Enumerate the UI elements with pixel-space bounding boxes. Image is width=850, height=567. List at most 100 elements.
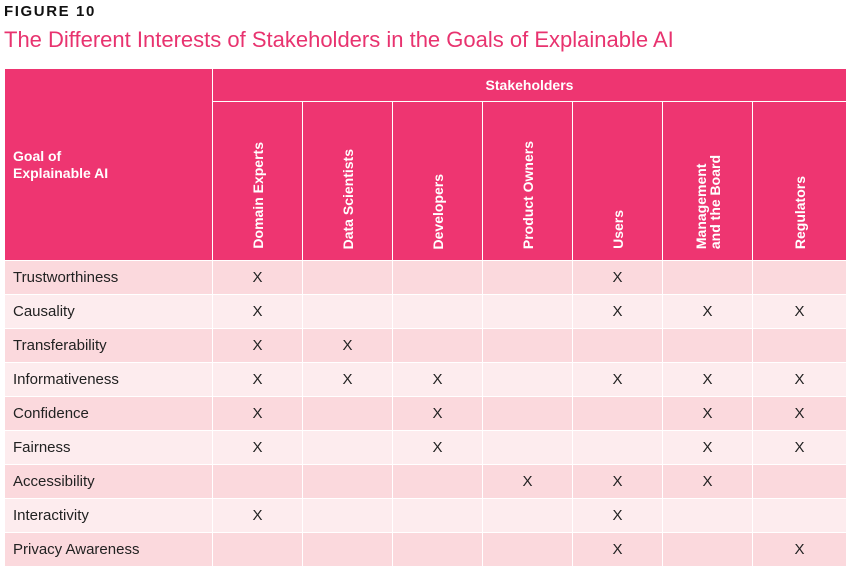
mark-cell — [392, 464, 483, 499]
mark-cell — [302, 430, 393, 465]
mark-cell — [751, 498, 848, 533]
mark-cell: X — [212, 328, 303, 363]
mark-cell: X — [751, 396, 848, 431]
mark-cell — [572, 328, 663, 363]
table-row: Causality X X X X — [4, 294, 848, 329]
mark-cell: X — [212, 498, 303, 533]
stakeholders-group-header: Stakeholders — [211, 68, 848, 102]
mark-cell — [302, 532, 393, 567]
mark-cell — [482, 498, 573, 533]
mark-cell — [302, 396, 393, 431]
table-row: Trustworthiness X X — [4, 260, 848, 295]
table-row: Transferability X X — [4, 328, 848, 363]
stakeholder-label: Regulators — [791, 175, 808, 249]
mark-cell: X — [751, 430, 848, 465]
mark-cell — [751, 464, 848, 499]
stakeholder-header-developers: Developers — [392, 101, 483, 261]
mark-cell — [392, 328, 483, 363]
mark-cell: X — [212, 260, 303, 295]
stakeholder-label: Management and the Board — [692, 154, 723, 249]
goal-cell: Fairness — [4, 430, 213, 465]
mark-cell — [482, 532, 573, 567]
mark-cell: X — [662, 362, 753, 397]
mark-cell: X — [662, 464, 753, 499]
goal-cell: Informativeness — [4, 362, 213, 397]
mark-cell — [302, 464, 393, 499]
mark-cell: X — [302, 328, 393, 363]
goal-column-header-text: Goal of Explainable AI — [13, 147, 109, 181]
mark-cell — [392, 294, 483, 329]
mark-cell — [662, 498, 753, 533]
mark-cell: X — [392, 362, 483, 397]
mark-cell: X — [572, 260, 663, 295]
mark-cell — [302, 498, 393, 533]
mark-cell — [392, 532, 483, 567]
mark-cell: X — [212, 362, 303, 397]
goal-cell: Trustworthiness — [4, 260, 213, 295]
stakeholder-header-product-owners: Product Owners — [482, 101, 573, 261]
mark-cell — [212, 532, 303, 567]
stakeholder-header-management: Management and the Board — [662, 101, 753, 261]
mark-cell: X — [662, 396, 753, 431]
mark-cell — [302, 260, 393, 295]
mark-cell — [212, 464, 303, 499]
stakeholder-label: Product Owners — [519, 140, 536, 249]
figure-label: FIGURE 10 — [4, 3, 96, 20]
stakeholder-label: Users — [609, 210, 626, 249]
mark-cell — [751, 328, 848, 363]
mark-cell: X — [302, 362, 393, 397]
mark-cell: X — [212, 294, 303, 329]
mark-cell: X — [751, 532, 848, 567]
stakeholder-label: Data Scientists — [339, 148, 356, 249]
mark-cell — [482, 362, 573, 397]
goal-column-header: Goal of Explainable AI — [4, 68, 213, 261]
table-row: Interactivity X X — [4, 498, 848, 533]
goal-cell: Privacy Awareness — [4, 532, 213, 567]
stakeholder-label: Domain Experts — [249, 142, 266, 249]
mark-cell: X — [572, 532, 663, 567]
mark-cell: X — [751, 362, 848, 397]
mark-cell — [482, 396, 573, 431]
mark-cell: X — [572, 294, 663, 329]
mark-cell — [482, 294, 573, 329]
mark-cell: X — [572, 464, 663, 499]
mark-cell — [751, 260, 848, 295]
mark-cell — [662, 328, 753, 363]
stakeholder-header-domain-experts: Domain Experts — [212, 101, 303, 261]
stakeholder-label: Developers — [429, 173, 446, 249]
table-row: Accessibility X X X — [4, 464, 848, 499]
mark-cell — [482, 328, 573, 363]
mark-cell — [482, 260, 573, 295]
stakeholder-goals-table: Goal of Explainable AI Stakeholders Doma… — [4, 68, 848, 567]
mark-cell — [392, 260, 483, 295]
table-row: Confidence X X X X — [4, 396, 848, 431]
mark-cell — [662, 532, 753, 567]
table-body: Trustworthiness X X Causality X X X X Transferab… — [4, 260, 848, 567]
table-row: Fairness X X X X — [4, 430, 848, 465]
stakeholder-header-regulators: Regulators — [751, 101, 848, 261]
mark-cell: X — [572, 362, 663, 397]
mark-cell — [392, 498, 483, 533]
mark-cell: X — [662, 430, 753, 465]
mark-cell: X — [572, 498, 663, 533]
mark-cell — [662, 260, 753, 295]
mark-cell: X — [392, 430, 483, 465]
mark-cell: X — [751, 294, 848, 329]
mark-cell — [482, 430, 573, 465]
figure-title: The Different Interests of Stakeholders … — [4, 27, 674, 52]
stakeholder-header-users: Users — [572, 101, 663, 261]
mark-cell — [302, 294, 393, 329]
table-row: Privacy Awareness X X — [4, 532, 848, 567]
goal-cell: Accessibility — [4, 464, 213, 499]
goal-cell: Confidence — [4, 396, 213, 431]
mark-cell: X — [662, 294, 753, 329]
mark-cell: X — [482, 464, 573, 499]
table-row: Informativeness X X X X X X — [4, 362, 848, 397]
goal-cell: Interactivity — [4, 498, 213, 533]
goal-cell: Causality — [4, 294, 213, 329]
stakeholder-header-data-scientists: Data Scientists — [302, 101, 393, 261]
mark-cell — [572, 430, 663, 465]
goal-cell: Transferability — [4, 328, 213, 363]
mark-cell: X — [212, 396, 303, 431]
mark-cell: X — [392, 396, 483, 431]
